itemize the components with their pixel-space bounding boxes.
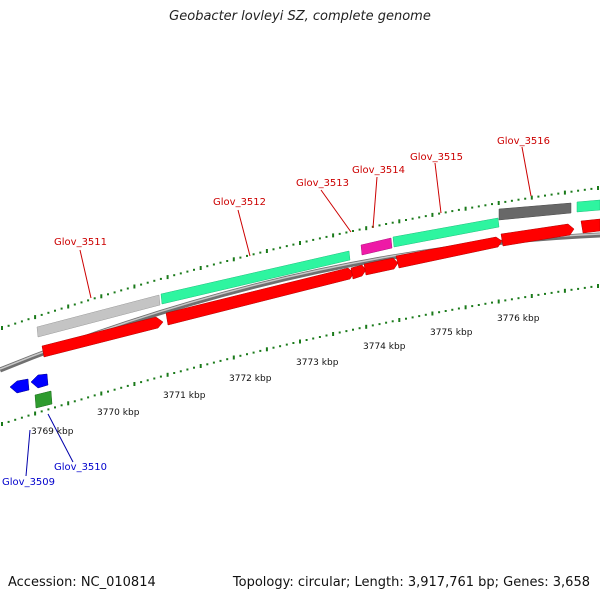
kbp-label: 3770 kbp	[97, 408, 140, 418]
callout-line	[372, 176, 378, 229]
kbp-label: 3774 kbp	[363, 342, 406, 352]
gene-label-glov-3516: Glov_3516	[497, 136, 550, 147]
forward-cds-arrow	[363, 257, 399, 276]
forward-cds-arrow	[165, 267, 355, 326]
rna-feature	[34, 390, 53, 409]
gene-label-glov-3515: Glov_3515	[410, 152, 463, 163]
forward-cds-arrow	[580, 218, 600, 234]
genome-summary-text: Topology: circular; Length: 3,917,761 bp…	[232, 575, 590, 590]
kbp-label: 3769 kbp	[31, 427, 74, 437]
kbp-label: 3775 kbp	[430, 328, 473, 338]
callout-line	[47, 413, 74, 463]
annotation-block-gray	[36, 294, 161, 338]
callout-line	[320, 189, 352, 233]
forward-cds-arrow	[350, 264, 367, 280]
reverse-cds-arrow	[30, 373, 49, 389]
annotation-block-green	[392, 217, 500, 248]
inner-tick-track	[1, 284, 599, 426]
gene-label-glov-3509: Glov_3509	[2, 477, 55, 488]
annotation-block-pink	[360, 237, 393, 256]
callout-line	[521, 146, 532, 197]
annotation-block-dark-gray	[498, 202, 572, 221]
gene-label-glov-3513: Glov_3513	[296, 178, 349, 189]
gene-label-glov-3512: Glov_3512	[213, 197, 266, 208]
map-title: Geobacter lovleyi SZ, complete genome	[169, 9, 431, 24]
reverse-cds-arrow	[9, 378, 30, 394]
kbp-label: 3772 kbp	[229, 374, 272, 384]
kbp-label: 3776 kbp	[497, 314, 540, 324]
annotation-block-green	[160, 250, 351, 305]
forward-cds-arrow	[395, 236, 503, 269]
kbp-label: 3773 kbp	[296, 358, 339, 368]
genome-backbone-highlight	[0, 233, 600, 370]
outer-tick-track	[1, 186, 599, 330]
callout-line	[25, 429, 31, 477]
forward-cds-arrow	[41, 316, 164, 358]
callout-line	[237, 209, 251, 257]
kbp-label: 3771 kbp	[163, 391, 206, 401]
annotation-block-green	[576, 199, 600, 213]
forward-cds-arrow	[500, 223, 575, 247]
callout-line	[434, 162, 442, 214]
accession-text: Accession: NC_010814	[8, 575, 156, 590]
genome-backbone	[0, 232, 600, 373]
gene-label-glov-3510: Glov_3510	[54, 462, 107, 473]
callout-line	[79, 249, 92, 299]
gene-label-glov-3514: Glov_3514	[352, 165, 405, 176]
gene-label-glov-3511: Glov_3511	[54, 237, 107, 248]
